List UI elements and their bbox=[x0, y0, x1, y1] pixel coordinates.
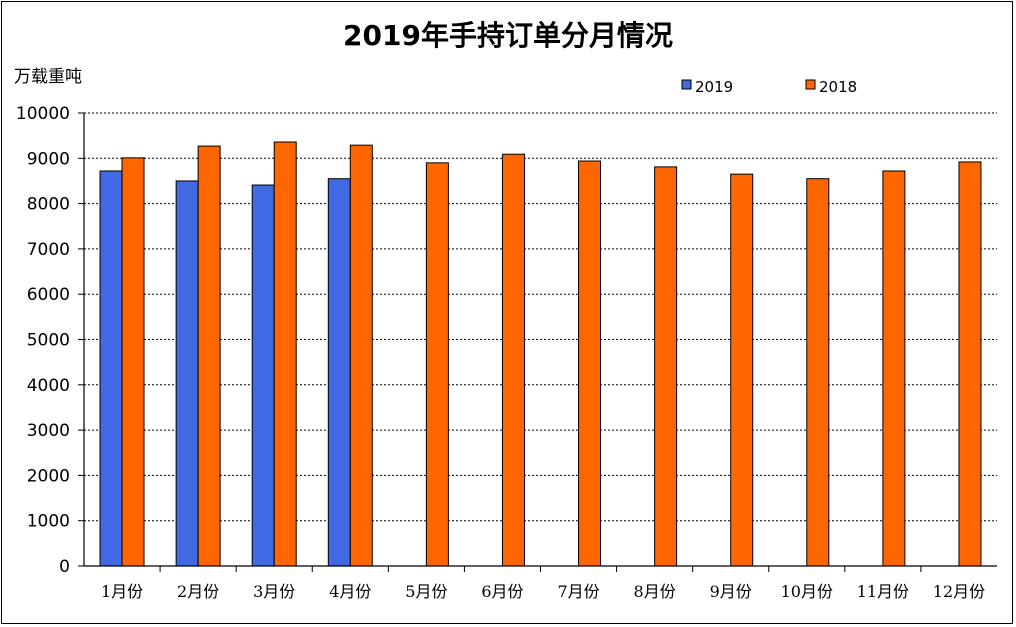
x-category-label: 11月份 bbox=[857, 582, 909, 601]
y-tick-label: 10000 bbox=[16, 104, 70, 124]
legend-label-2018: 2018 bbox=[819, 78, 857, 96]
bar-2018-1 bbox=[121, 157, 145, 567]
bar-2018-11 bbox=[882, 170, 906, 567]
bar-2018-9 bbox=[730, 173, 754, 567]
x-category-label: 2月份 bbox=[177, 582, 219, 601]
x-category-label: 12月份 bbox=[933, 582, 985, 601]
bar-2019-1 bbox=[99, 170, 123, 567]
y-tick-label: 3000 bbox=[27, 421, 70, 441]
bar-2018-2 bbox=[197, 145, 221, 567]
bar-2018-12 bbox=[958, 161, 982, 567]
bar-2019-2 bbox=[175, 180, 199, 567]
bar-2018-4 bbox=[349, 144, 373, 567]
bars bbox=[99, 141, 982, 567]
legend-swatch-2018 bbox=[805, 79, 816, 90]
y-tick-label: 8000 bbox=[27, 195, 70, 215]
legend: 2019 2018 bbox=[681, 78, 857, 96]
y-tick-label: 9000 bbox=[27, 149, 70, 169]
y-tick-labels: 0 1000 2000 3000 4000 5000 6000 7000 8000 9000 100… bbox=[16, 104, 70, 577]
x-category-label: 5月份 bbox=[405, 582, 447, 601]
x-category-labels: 1月份 2月份 3月份 4月份 5月份 6月份 7月份 8月份 9月份 10月份 11月份 12月份 bbox=[101, 582, 985, 601]
y-tick-label: 0 bbox=[59, 557, 70, 577]
bar-2019-4 bbox=[327, 178, 351, 567]
x-category-label: 7月份 bbox=[557, 582, 599, 601]
bar-2018-8 bbox=[654, 166, 678, 567]
bar-2018-7 bbox=[578, 160, 602, 567]
y-tick-label: 2000 bbox=[27, 466, 70, 486]
y-axis-unit-label: 万载重吨 bbox=[14, 67, 82, 87]
y-tick-label: 6000 bbox=[27, 285, 70, 305]
bar-2018-3 bbox=[273, 141, 297, 567]
legend-swatch-2019 bbox=[681, 79, 692, 90]
x-category-label: 10月份 bbox=[781, 582, 833, 601]
chart-title: 2019年手持订单分月情况 bbox=[343, 19, 673, 52]
y-tick-label: 5000 bbox=[27, 331, 70, 351]
bar-2019-3 bbox=[251, 184, 275, 567]
bar-2018-6 bbox=[501, 153, 525, 567]
grid-lines bbox=[84, 112, 997, 522]
x-category-label: 6月份 bbox=[481, 582, 523, 601]
y-tick-label: 4000 bbox=[27, 376, 70, 396]
y-tick-label: 7000 bbox=[27, 240, 70, 260]
legend-label-2019: 2019 bbox=[695, 78, 733, 96]
bar-2018-10 bbox=[806, 178, 830, 567]
x-category-label: 8月份 bbox=[634, 582, 676, 601]
y-tick-label: 1000 bbox=[27, 512, 70, 532]
axes bbox=[78, 112, 997, 572]
x-category-label: 1月份 bbox=[101, 582, 143, 601]
x-category-label: 9月份 bbox=[710, 582, 752, 601]
x-category-label: 4月份 bbox=[329, 582, 371, 601]
x-category-label: 3月份 bbox=[253, 582, 295, 601]
bar-2018-5 bbox=[425, 162, 449, 567]
